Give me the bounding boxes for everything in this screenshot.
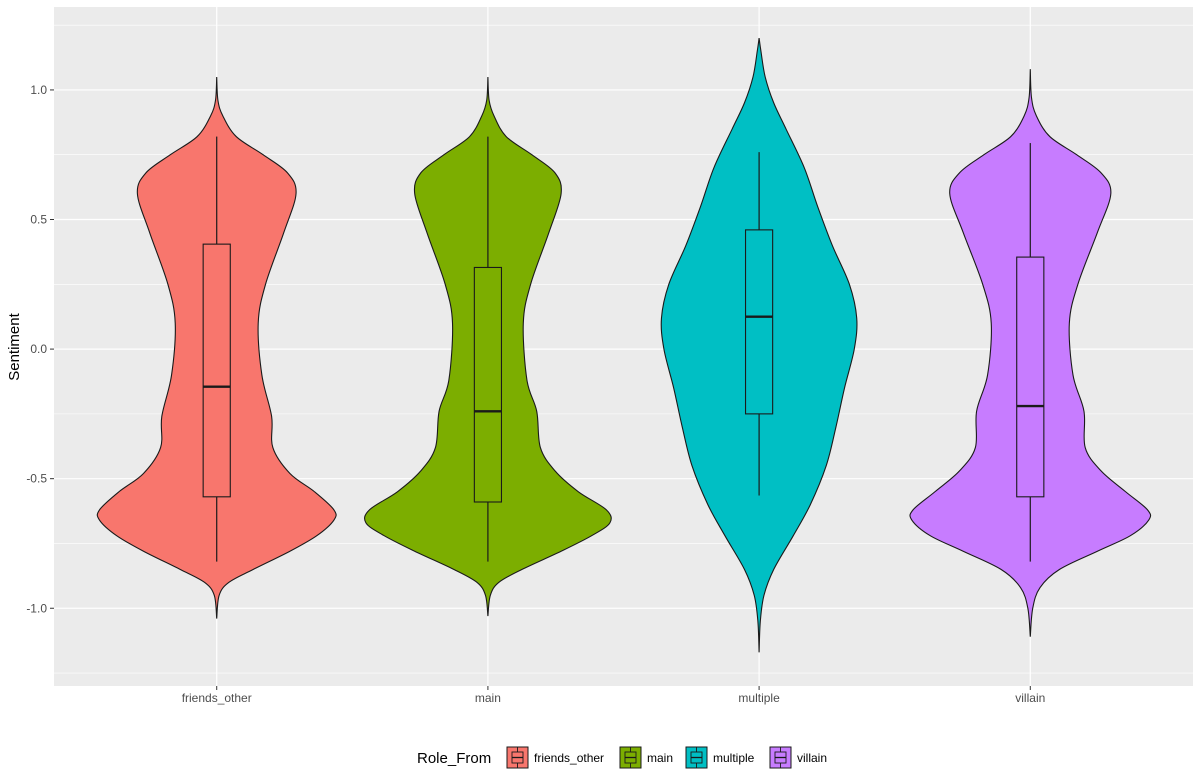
legend-key-villain: villain bbox=[769, 746, 827, 769]
y-tick-label: 0.0 bbox=[30, 342, 47, 356]
legend-key-main: main bbox=[619, 746, 673, 769]
boxplot-main bbox=[473, 136, 503, 562]
legend-label: friends_other bbox=[534, 751, 604, 765]
legend-title: Role_From bbox=[417, 750, 491, 767]
x-tick-label: friends_other bbox=[182, 691, 252, 705]
box bbox=[1016, 256, 1045, 498]
y-tick-label: 0.5 bbox=[30, 213, 47, 227]
x-tick-label: main bbox=[475, 691, 501, 705]
legend-label: main bbox=[647, 751, 673, 765]
boxplot-friends_other bbox=[202, 136, 231, 562]
boxplot-multiple bbox=[744, 152, 774, 496]
legend-key-friends_other: friends_other bbox=[506, 746, 604, 769]
y-axis-title: Sentiment bbox=[6, 312, 23, 380]
legend: Role_From friends_other main multiple villa… bbox=[417, 746, 827, 769]
y-tick-label: -1.0 bbox=[26, 601, 47, 615]
x-tick-label: villain bbox=[1015, 691, 1045, 705]
box bbox=[202, 243, 231, 498]
box bbox=[473, 266, 503, 503]
x-axis: friends_other main multiple villain bbox=[182, 686, 1045, 705]
legend-key-multiple: multiple bbox=[685, 746, 755, 769]
boxplot-villain bbox=[1016, 143, 1045, 562]
y-tick-label: -0.5 bbox=[26, 472, 47, 486]
legend-label: villain bbox=[797, 751, 827, 765]
box bbox=[744, 229, 774, 415]
legend-label: multiple bbox=[713, 751, 755, 765]
violins bbox=[96, 38, 1152, 653]
y-tick-label: 1.0 bbox=[30, 83, 47, 97]
y-axis: -1.0 -0.5 0.0 0.5 1.0 bbox=[26, 83, 54, 615]
x-tick-label: multiple bbox=[738, 691, 780, 705]
